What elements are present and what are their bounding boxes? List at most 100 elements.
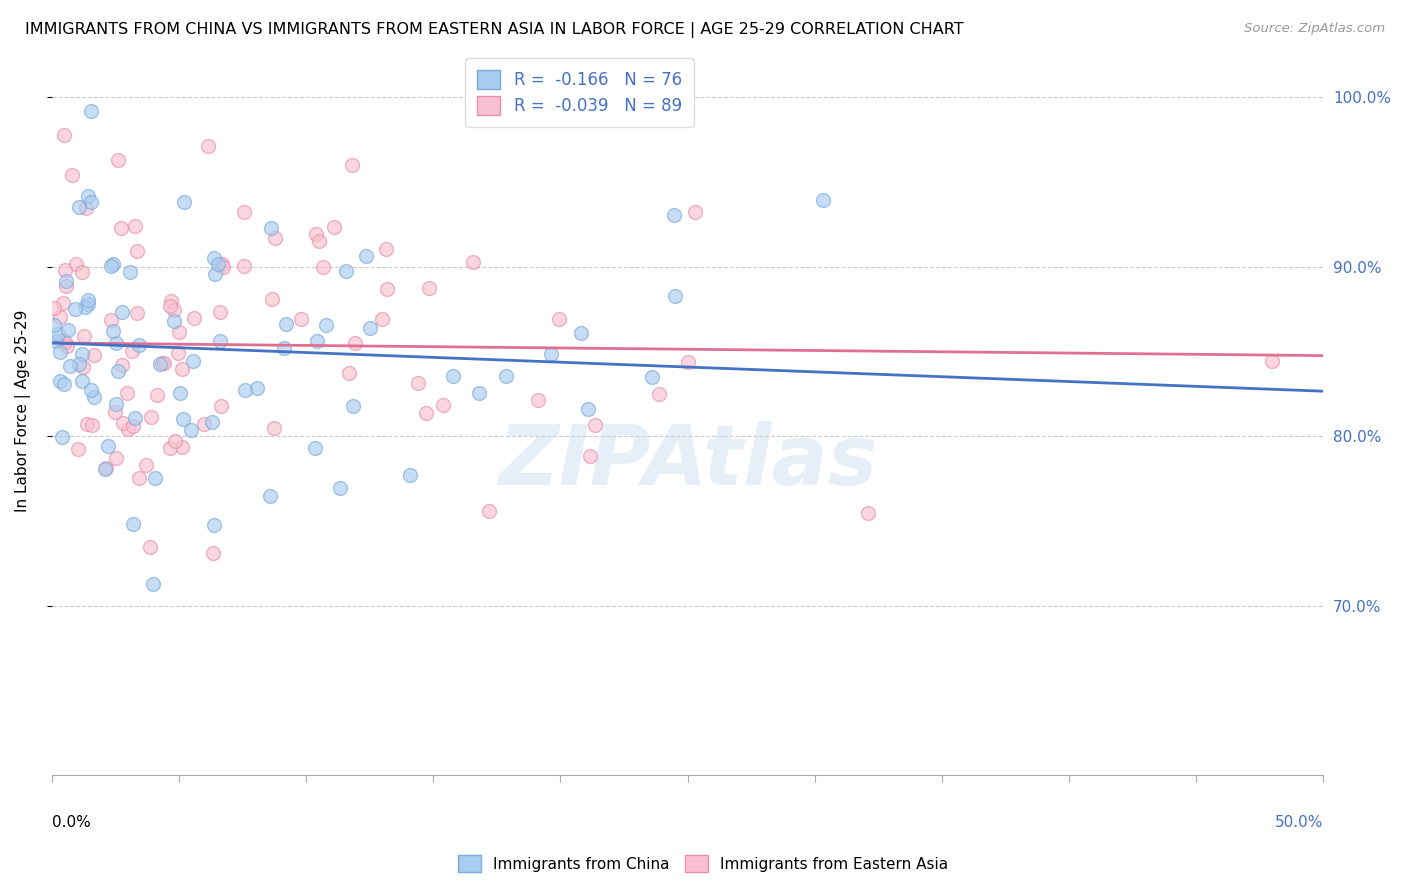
Point [583, 418, 606, 433]
Point [209, 334, 232, 348]
Point [77, 188, 100, 202]
Point [260, 221, 283, 235]
Point [641, 370, 664, 384]
Point [233, 383, 256, 397]
Point [76, 297, 98, 311]
Point [117, 422, 139, 436]
Point [204, 267, 226, 281]
Point [246, 381, 269, 395]
Point [540, 347, 562, 361]
Point [676, 355, 699, 369]
Point [139, 409, 162, 424]
Point [120, 265, 142, 279]
Point [468, 385, 491, 400]
Point [183, 311, 205, 326]
Point [70, 265, 93, 279]
Point [165, 434, 187, 448]
Point [569, 326, 592, 340]
Point [44, 334, 66, 348]
Point [172, 412, 194, 426]
Point [408, 376, 430, 390]
Point [263, 421, 285, 435]
Point [49, 310, 72, 324]
Point [152, 356, 174, 370]
Point [813, 193, 835, 207]
Point [53, 262, 76, 277]
Point [172, 362, 194, 376]
Point [441, 368, 464, 383]
Point [122, 516, 145, 531]
Point [55, 278, 77, 293]
Point [80, 194, 103, 209]
Point [335, 263, 357, 277]
Point [200, 415, 222, 429]
Point [83, 347, 105, 361]
Point [94, 462, 117, 476]
Point [79, 103, 101, 118]
Point [58, 323, 80, 337]
Point [548, 311, 571, 326]
Point [149, 357, 172, 371]
Point [312, 260, 335, 274]
Point [648, 387, 671, 401]
Text: IMMIGRANTS FROM CHINA VS IMMIGRANTS FROM EASTERN ASIA IN LABOR FORCE | AGE 25-29: IMMIGRANTS FROM CHINA VS IMMIGRANTS FROM… [25, 22, 965, 38]
Point [70, 374, 93, 388]
Text: Source: ZipAtlas.com: Source: ZipAtlas.com [1244, 22, 1385, 36]
Point [103, 324, 125, 338]
Point [211, 257, 233, 271]
Point [359, 321, 381, 335]
Point [146, 388, 169, 402]
Point [100, 260, 122, 274]
Point [52, 128, 75, 142]
Point [100, 313, 122, 327]
Point [683, 204, 706, 219]
Point [415, 406, 437, 420]
Point [135, 458, 157, 472]
Point [354, 249, 377, 263]
Point [111, 305, 134, 319]
Text: 50.0%: 50.0% [1275, 815, 1323, 830]
Point [273, 341, 295, 355]
Point [202, 252, 225, 266]
Point [67, 201, 90, 215]
Point [343, 336, 366, 351]
Point [259, 489, 281, 503]
Point [170, 440, 193, 454]
Point [75, 300, 97, 314]
Point [304, 441, 326, 455]
Point [66, 442, 89, 456]
Point [49, 345, 72, 359]
Point [162, 313, 184, 327]
Point [67, 357, 90, 371]
Point [576, 402, 599, 417]
Point [143, 470, 166, 484]
Point [80, 418, 103, 433]
Point [52, 296, 75, 310]
Legend: Immigrants from China, Immigrants from Eastern Asia: Immigrants from China, Immigrants from E… [450, 847, 956, 880]
Point [94, 461, 117, 475]
Point [63, 301, 86, 316]
Point [138, 540, 160, 554]
Point [44, 301, 66, 315]
Point [52, 376, 75, 391]
Point [76, 417, 98, 431]
Point [856, 506, 879, 520]
Point [461, 254, 484, 268]
Point [323, 219, 346, 234]
Point [159, 299, 181, 313]
Point [264, 231, 287, 245]
Point [105, 397, 128, 411]
Point [159, 441, 181, 455]
Point [121, 343, 143, 358]
Point [127, 244, 149, 259]
Point [342, 158, 364, 172]
Point [46, 327, 69, 342]
Point [115, 385, 138, 400]
Point [107, 153, 129, 168]
Point [169, 325, 191, 339]
Point [53, 335, 76, 350]
Point [432, 398, 454, 412]
Point [209, 305, 232, 319]
Point [72, 359, 94, 374]
Point [579, 449, 602, 463]
